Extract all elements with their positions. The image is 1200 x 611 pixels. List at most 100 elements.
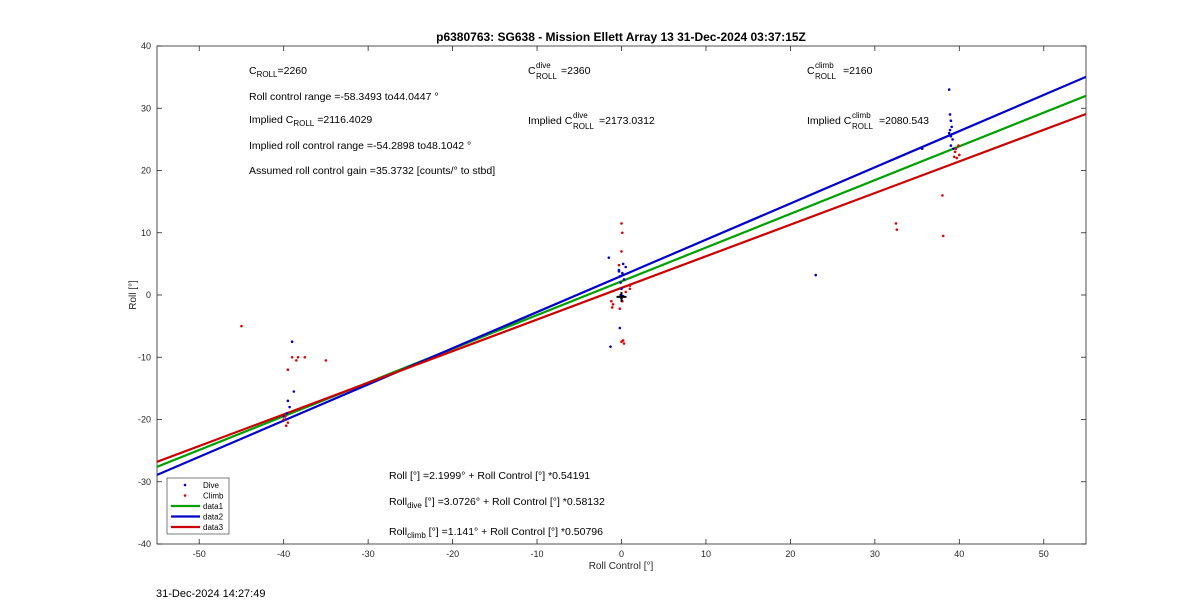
climb-point xyxy=(958,153,961,157)
climb-point xyxy=(621,231,624,235)
annotations: CROLL=2260 Roll control range =-58.3493 … xyxy=(249,61,929,540)
x-tick-label: -50 xyxy=(193,549,206,559)
y-tick-label: 10 xyxy=(141,228,151,238)
implied-c-roll-annotation: Implied CROLL =2116.4029 xyxy=(249,114,372,128)
gain-annotation: Assumed roll control gain =35.3732 [coun… xyxy=(249,165,495,177)
climb-point xyxy=(954,147,958,151)
climb-point xyxy=(953,150,957,154)
legend-marker-Climb xyxy=(183,494,187,497)
x-tick-label: 0 xyxy=(619,549,624,559)
implied-range-annotation: Implied roll control range =-54.2898 to4… xyxy=(249,140,471,152)
dive-point xyxy=(949,119,953,122)
legend-marker-Dive xyxy=(183,483,187,487)
climb-point xyxy=(610,299,613,303)
origin-marker xyxy=(616,291,627,302)
climb-point xyxy=(284,415,287,418)
climb-point xyxy=(620,222,623,225)
climb-point xyxy=(628,287,632,291)
dive-point xyxy=(292,390,296,393)
dive-point xyxy=(948,128,952,132)
c-dive-annotation: Cdive ROLL =2360 xyxy=(528,61,591,81)
y-tick-label: -30 xyxy=(138,477,151,487)
legend-label: data1 xyxy=(203,502,224,511)
climb-point xyxy=(610,306,614,309)
dive-point xyxy=(622,278,626,281)
climb-point xyxy=(622,342,626,345)
dive-point xyxy=(609,345,612,348)
dive-point xyxy=(617,270,621,273)
timestamp: 31-Dec-2024 14:27:49 xyxy=(156,588,266,600)
climb-point xyxy=(618,307,622,310)
fit-climb-equation: Rollclimb [°] =1.141° + Roll Control [°]… xyxy=(389,526,603,540)
fit-all-equation: Roll [°] =2.1999° + Roll Control [°] *0.… xyxy=(389,470,590,482)
climb-point xyxy=(290,355,294,359)
climb-point xyxy=(324,359,328,362)
x-tick-label: -20 xyxy=(446,549,459,559)
legend-label: data3 xyxy=(203,523,224,532)
x-tick-label: 20 xyxy=(785,549,795,559)
climb-point xyxy=(303,355,307,359)
x-tick-label: 40 xyxy=(954,549,964,559)
c-roll-annotation: CROLL=2260 xyxy=(249,65,307,79)
climb-point xyxy=(620,340,623,343)
implied-dive-annotation: Implied Cdive ROLL =2173.0312 xyxy=(528,111,655,131)
climb-point xyxy=(895,228,899,231)
x-tick-label: -10 xyxy=(531,549,544,559)
climb-point xyxy=(296,355,300,359)
y-tick-label: 0 xyxy=(146,290,151,300)
climb-point xyxy=(240,324,243,328)
climb-point xyxy=(620,250,623,253)
dive-point xyxy=(619,281,622,284)
x-tick-label: 30 xyxy=(870,549,880,559)
climb-point xyxy=(941,194,944,197)
climb-point xyxy=(952,155,956,159)
dive-point xyxy=(290,340,294,343)
x-axis-label: Roll Control [°] xyxy=(589,561,654,572)
dive-point xyxy=(607,256,611,259)
x-tick-label: 50 xyxy=(1039,549,1049,559)
dive-point xyxy=(618,275,622,278)
climb-point xyxy=(941,234,945,238)
chart-title: p6380763: SG638 - Mission Ellett Array 1… xyxy=(436,30,806,44)
data-points xyxy=(240,88,961,428)
climb-point xyxy=(894,222,898,225)
c-climb-annotation: Cclimb ROLL =2160 xyxy=(807,61,873,81)
roll-range-annotation: Roll control range =-58.3493 to44.0447 ° xyxy=(249,91,439,103)
dive-point xyxy=(920,147,924,151)
dive-point xyxy=(951,138,954,141)
y-axis-ticks: -40 -30 -20 -10 0 10 20 30 40 xyxy=(138,41,1086,549)
y-tick-label: -20 xyxy=(138,415,151,425)
x-tick-label: 10 xyxy=(701,549,711,559)
climb-point xyxy=(286,421,290,424)
x-axis-ticks: -50 -40 -30 -20 -10 0 10 20 30 40 50 xyxy=(193,46,1049,559)
dive-point xyxy=(624,265,628,269)
dive-point xyxy=(285,411,289,415)
y-tick-label: -10 xyxy=(138,352,151,362)
dive-point xyxy=(620,287,623,291)
dive-point xyxy=(286,399,290,403)
climb-point xyxy=(628,284,632,287)
legend-label: data2 xyxy=(203,513,224,522)
dive-point xyxy=(947,88,951,91)
dive-point xyxy=(947,131,951,135)
dive-point xyxy=(952,147,955,151)
x-tick-label: -30 xyxy=(362,549,375,559)
y-tick-label: 30 xyxy=(141,103,151,113)
fit-line-data2 xyxy=(157,75,1086,476)
dive-point xyxy=(621,262,625,266)
climb-point xyxy=(611,303,615,306)
climb-point xyxy=(282,418,285,421)
dive-point xyxy=(948,113,952,116)
climb-point xyxy=(284,424,288,428)
dive-point xyxy=(618,326,622,330)
y-tick-label: -40 xyxy=(138,539,151,549)
fit-dive-equation: Rolldive [°] =3.0726° + Roll Control [°]… xyxy=(389,496,605,510)
legend-label: Dive xyxy=(203,481,220,490)
dive-point xyxy=(288,405,291,409)
climb-point xyxy=(295,359,298,362)
implied-climb-annotation: Implied Cclimb ROLL =2080.543 xyxy=(807,111,929,131)
x-tick-label: -40 xyxy=(277,549,290,559)
climb-point xyxy=(286,368,290,372)
